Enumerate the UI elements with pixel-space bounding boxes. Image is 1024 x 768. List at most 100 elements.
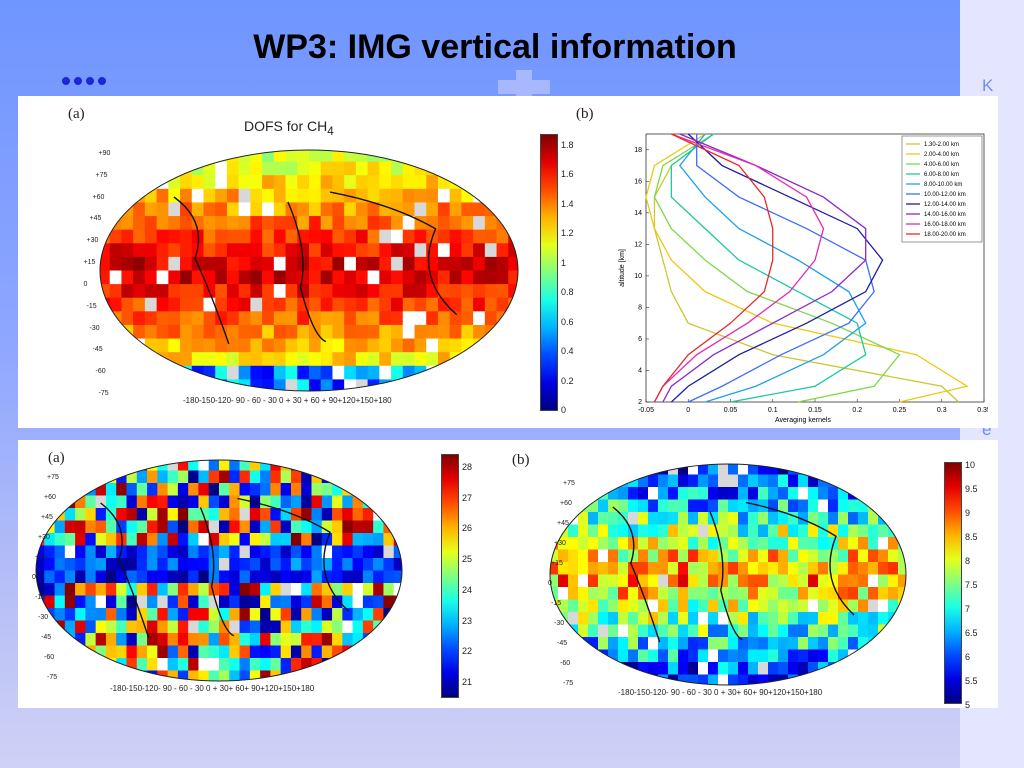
heatmap-cell [698,537,709,550]
heatmap-cell [156,243,169,258]
heatmap-cell [270,470,282,484]
heatmap-cell [426,379,439,391]
heatmap-cell [238,243,251,258]
heatmap-cell [362,595,374,609]
heatmap-cell [116,645,127,659]
heatmap-cell [54,483,66,496]
heatmap-cell [121,324,134,340]
heatmap-cell [568,624,579,638]
heatmap-cell [198,483,210,496]
heatmap-cell [191,311,204,326]
heatmap-cell [136,645,148,659]
heatmap-cell [808,524,819,538]
heatmap-cell [95,595,107,609]
heatmap-cell [858,587,869,600]
heatmap-cell [678,562,689,575]
heatmap-cell [332,645,343,659]
heatmap-cell [168,202,181,217]
heatmap-cell [238,202,251,217]
heatmap-cell [147,633,158,646]
heatmap-cell [156,338,169,353]
heatmap-cell [309,297,322,312]
heatmap-cell [144,256,158,271]
heatmap-cell [618,649,629,663]
heatmap-cell [778,549,789,563]
heatmap-cell [342,495,354,509]
heatmap-cell [262,338,275,353]
heatmap-cell [332,595,343,609]
lat-tick-label: -45 [557,640,568,647]
heatmap-cell [461,256,474,271]
heatmap-cell [133,216,146,231]
heatmap-cell [116,608,127,621]
heatmap-cell [157,508,169,521]
heatmap-cell [738,499,749,513]
heatmap-cell [85,533,97,546]
heatmap-cell [484,243,498,258]
heatmap-cell [344,311,357,326]
heatmap-cell [229,520,241,534]
heatmap-cell [144,352,158,367]
heatmap-cell [54,508,66,521]
heatmap-cell [768,474,779,488]
heatmap-cell [301,595,312,609]
heatmap-cell [198,558,210,571]
heatmap-cell [898,512,906,525]
heatmap-cell [362,570,374,584]
heatmap-cell [320,297,333,312]
heatmap-cell [508,297,518,312]
heatmap-cell [402,202,415,217]
heatmap-cell [788,562,799,575]
heatmap-cell [249,658,261,671]
heatmap-cell [320,365,333,380]
heatmap-cell [332,229,345,244]
heatmap-cell [273,202,287,217]
heatmap-cell [203,352,216,367]
heatmap-cell [748,562,759,575]
heatmap-cell [496,202,509,217]
heatmap-cell [758,487,769,500]
heatmap-cell [588,587,599,600]
heatmap-cell [379,338,392,353]
heatmap-cell [147,583,158,596]
heatmap-cell [250,229,263,244]
heatmap-cell [121,379,134,391]
heatmap-cell [219,570,230,584]
heatmap-cell [121,229,134,244]
heatmap-cell [402,270,415,285]
heatmap-cell [144,324,158,340]
heatmap-cell [121,365,134,380]
dofs-heatmap-map [99,149,519,392]
heatmap-cell [868,649,879,663]
heatmap-cell [768,637,779,650]
heatmap-cell [393,508,402,521]
heatmap-cell [198,533,210,546]
heatmap-cell [344,216,357,231]
heatmap-cell [588,524,599,538]
heatmap-cell [461,216,474,231]
heatmap-cell [608,599,619,613]
heatmap-cell [708,599,719,613]
heatmap-cell [180,352,193,367]
heatmap-cell [177,583,189,596]
heatmap-cell [668,524,679,538]
heatmap-cell [168,297,181,312]
heatmap-cell [437,324,451,340]
heatmap-cell [437,175,451,190]
heatmap-cell [828,587,839,600]
heatmap-cell [215,216,228,231]
heatmap-cell [249,460,261,471]
heatmap-cell [718,649,729,663]
heatmap-cell [426,324,439,340]
heatmap-cell [136,495,148,509]
heatmap-cell [36,620,45,634]
heatmap-cell [648,474,659,488]
heatmap-cell [698,549,709,563]
heatmap-cell [177,483,189,496]
heatmap-cell [54,658,66,671]
heatmap-cell [352,608,364,621]
heatmap-cell [768,549,779,563]
heatmap-cell [578,464,589,475]
heatmap-cell [858,474,869,488]
x-tick-label: 0.3 [937,407,947,414]
